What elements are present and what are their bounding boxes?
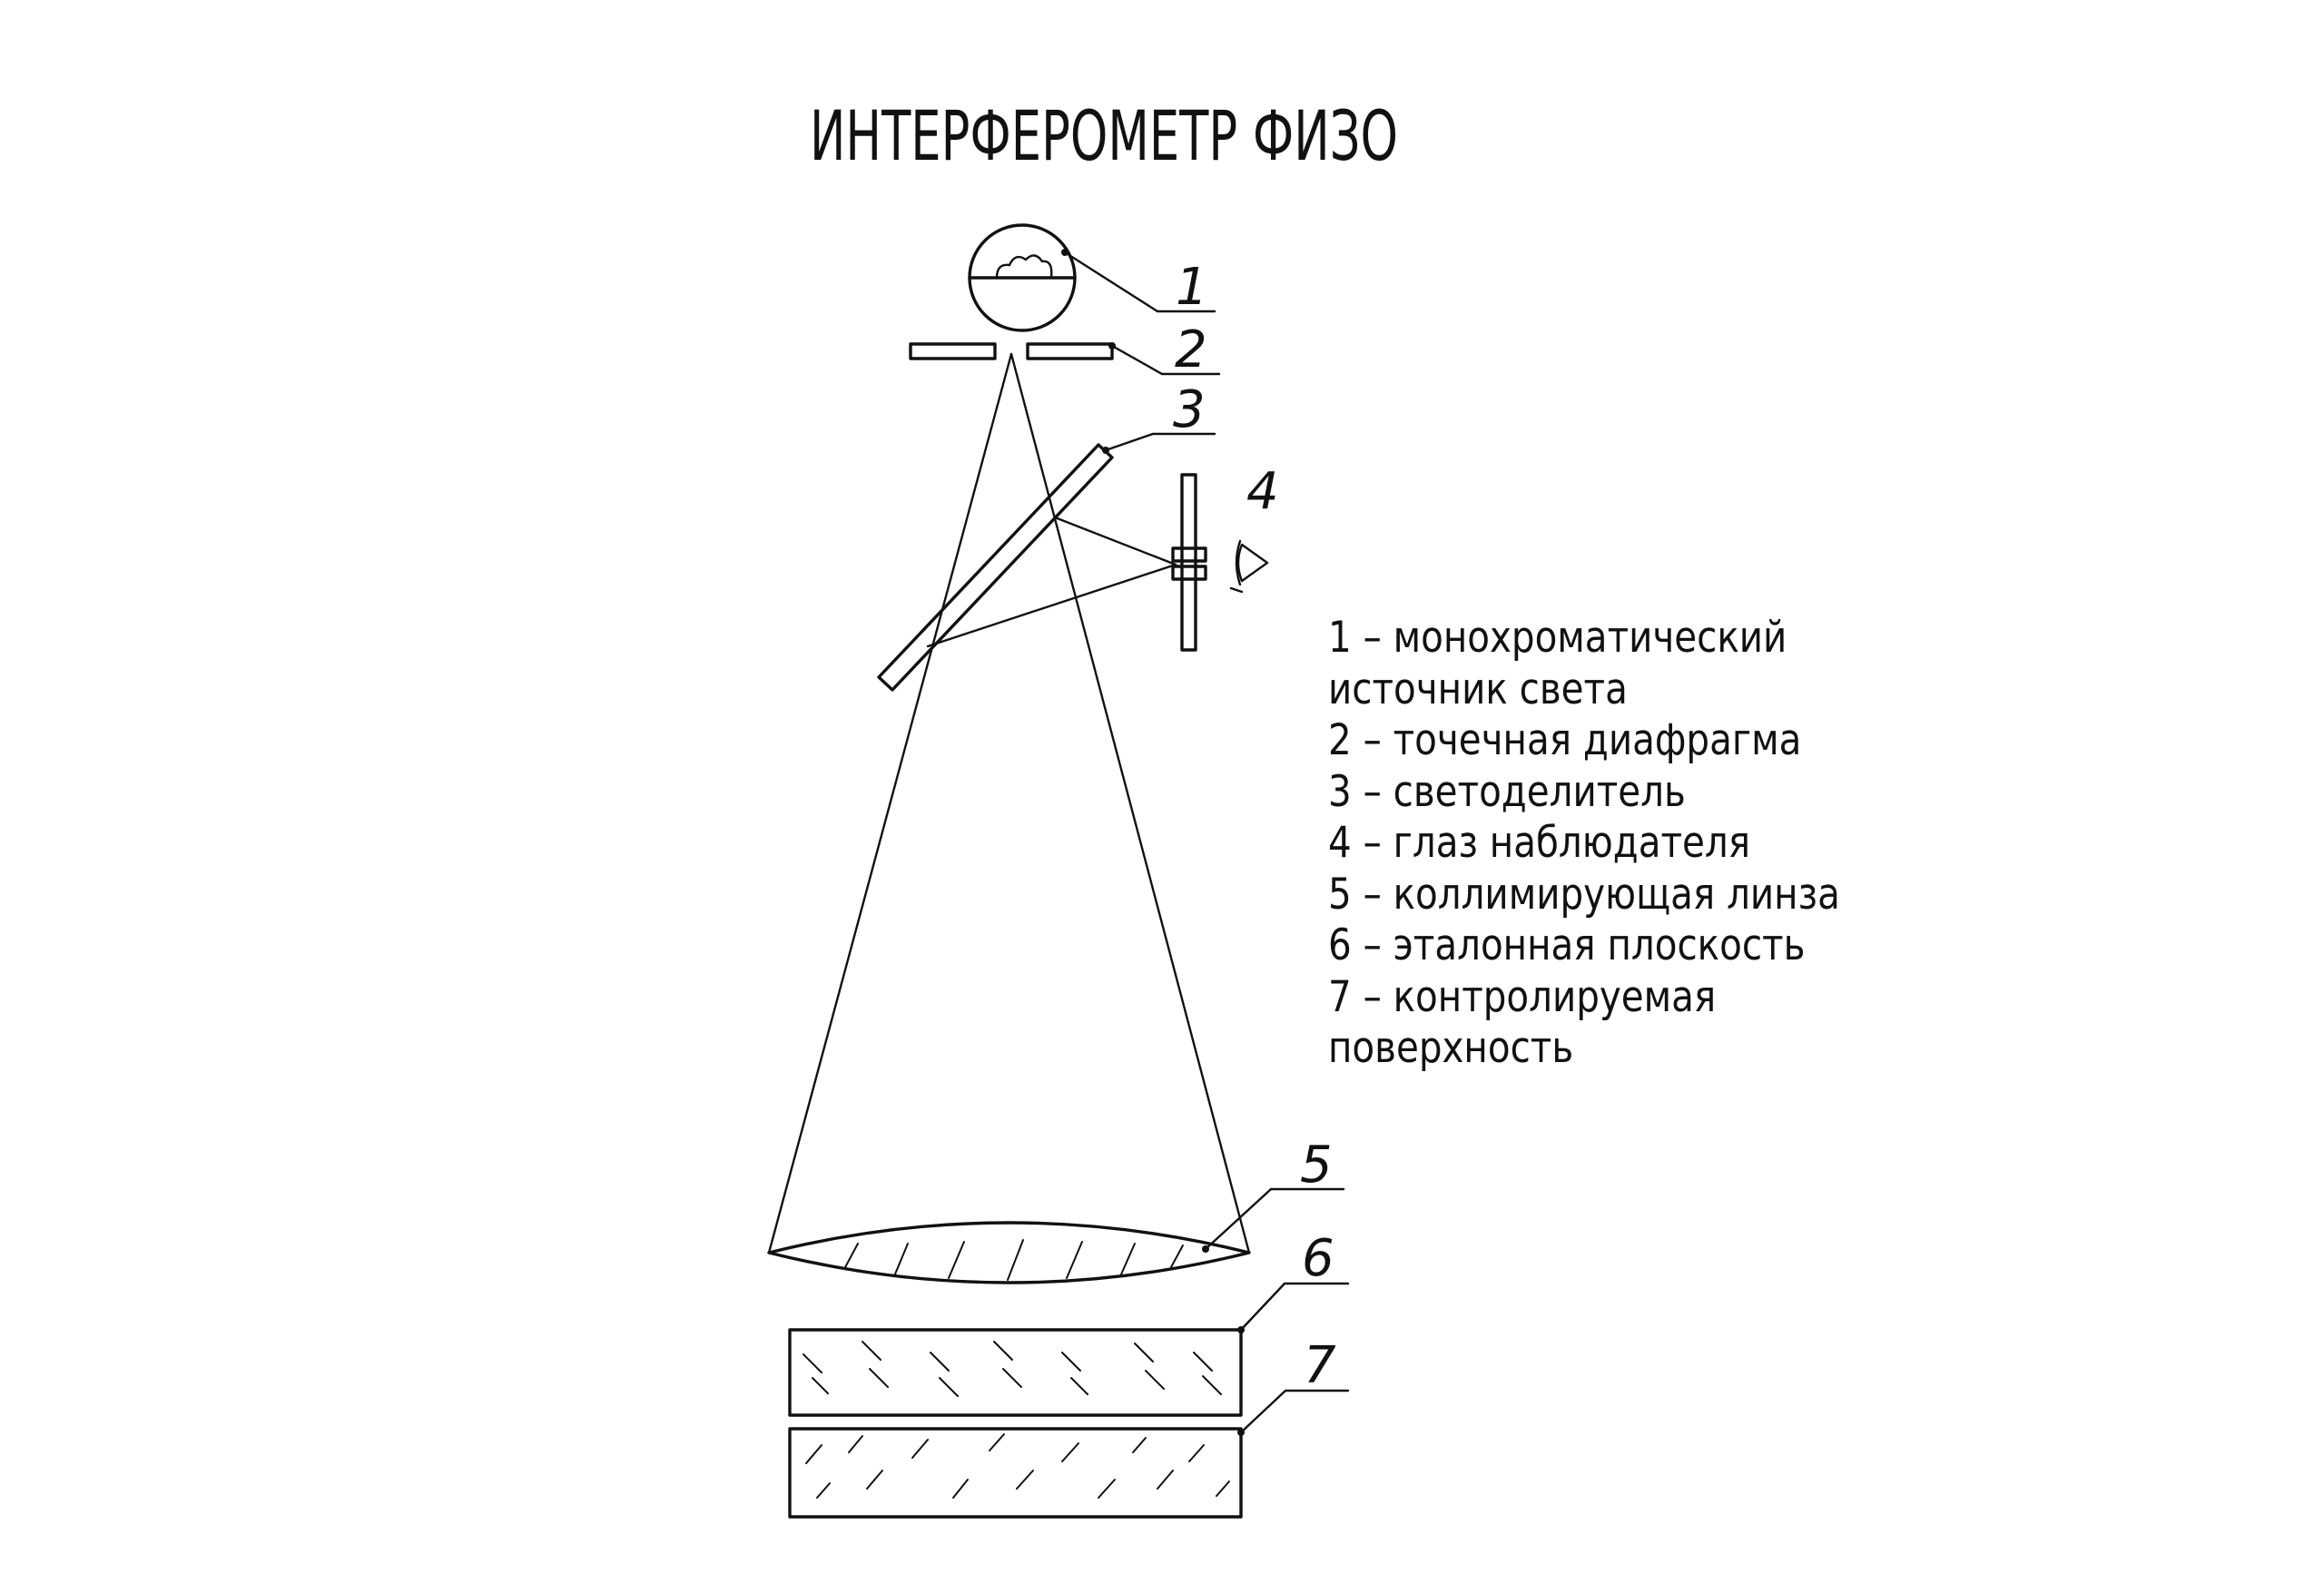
legend: 1 – монохроматический источник света 2 –… xyxy=(1328,613,1840,1075)
diagram-title: ИНТЕРФЕРОМЕТР ФИЗО xyxy=(810,95,1398,176)
callout-1: 1 xyxy=(1176,258,1208,317)
callout-5: 5 xyxy=(1300,1136,1333,1195)
beam-splitter xyxy=(877,443,1114,692)
light-source xyxy=(968,223,1077,332)
legend-line: 6 – эталонная плоскость xyxy=(1328,920,1806,970)
observer-eye-icon xyxy=(1229,539,1269,594)
test-surface xyxy=(788,1427,1243,1519)
reflected-rays xyxy=(926,516,1177,648)
callout-6: 6 xyxy=(1302,1229,1334,1288)
legend-line: источник света xyxy=(1328,664,1628,714)
light-cone xyxy=(767,352,1251,1254)
collimating-lens xyxy=(767,1221,1251,1284)
callout-7: 7 xyxy=(1304,1336,1336,1395)
eyepiece xyxy=(1171,473,1207,652)
leader-lines xyxy=(1061,249,1350,1436)
legend-line: 5 – коллимирующая линза xyxy=(1328,869,1840,920)
callout-4: 4 xyxy=(1246,462,1279,521)
legend-line: 2 – точечная диафрагма xyxy=(1328,715,1802,765)
legend-line: 7 – контролируемая xyxy=(1328,971,1717,1022)
legend-line: 1 – монохроматический xyxy=(1328,613,1787,663)
callout-2: 2 xyxy=(1175,320,1207,379)
legend-line: поверхность xyxy=(1328,1023,1574,1073)
pinhole-diaphragm xyxy=(909,342,1114,360)
legend-line: 4 – глаз наблюдателя xyxy=(1328,818,1751,868)
callout-3: 3 xyxy=(1173,380,1206,439)
legend-line: 3 – светоделитель xyxy=(1328,766,1686,817)
reference-flat xyxy=(788,1328,1243,1417)
